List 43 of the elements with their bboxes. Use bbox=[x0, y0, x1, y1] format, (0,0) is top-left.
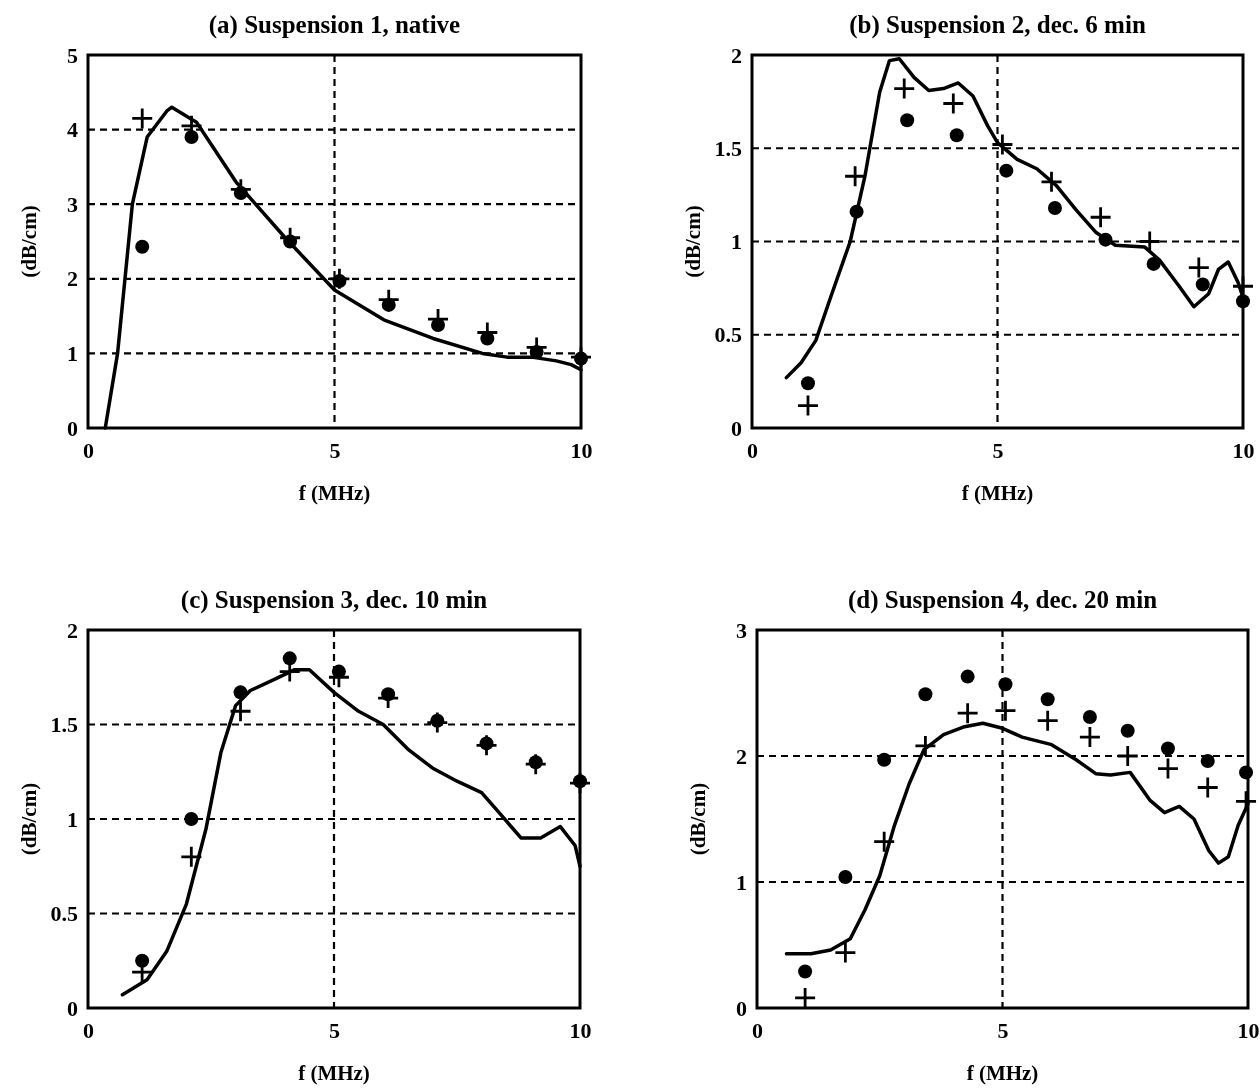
y-tick-label: 2 bbox=[67, 266, 78, 292]
y-axis-title: (dB/cm) bbox=[686, 782, 710, 856]
y-tick-label: 3 bbox=[67, 191, 78, 217]
y-tick-label: 1 bbox=[731, 229, 742, 255]
chart-title: (d) Suspension 4, dec. 20 min bbox=[847, 586, 1158, 614]
chart-title: (b) Suspension 2, dec. 6 min bbox=[849, 11, 1146, 39]
y-tick-label: 2 bbox=[731, 42, 742, 68]
x-tick-label: 5 bbox=[997, 1017, 1009, 1043]
x-tick-label: 10 bbox=[1237, 1017, 1260, 1043]
y-tick-label: 0.5 bbox=[714, 322, 742, 348]
y-tick-label: 4 bbox=[67, 117, 78, 143]
y-tick-label: 0 bbox=[67, 415, 78, 441]
x-tick-label: 5 bbox=[992, 437, 1004, 463]
x-tick-label: 5 bbox=[329, 1017, 340, 1043]
x-axis-title: f (MHz) bbox=[961, 481, 1034, 505]
chart-title: (c) Suspension 3, dec. 10 min bbox=[180, 586, 488, 614]
y-tick-label: 5 bbox=[67, 42, 78, 68]
y-axis-title: (dB/cm) bbox=[681, 205, 705, 278]
y-tick-label: 0.5 bbox=[50, 901, 78, 927]
y-tick-label: 1 bbox=[736, 869, 747, 895]
x-tick-label: 0 bbox=[83, 437, 94, 463]
x-axis-title: f (MHz) bbox=[966, 1061, 1039, 1085]
x-axis-title: f (MHz) bbox=[298, 481, 371, 505]
x-axis-title: f (MHz) bbox=[298, 1061, 370, 1085]
x-tick-label: 0 bbox=[83, 1017, 94, 1043]
y-tick-label: 1.5 bbox=[50, 712, 78, 738]
y-tick-label: 1 bbox=[67, 340, 78, 366]
y-tick-label: 0 bbox=[731, 415, 742, 441]
y-tick-label: 1 bbox=[67, 806, 78, 832]
chart-title: (a) Suspension 1, native bbox=[208, 11, 461, 39]
x-tick-label: 10 bbox=[1232, 437, 1255, 463]
y-tick-label: 0 bbox=[67, 995, 78, 1021]
x-tick-label: 10 bbox=[570, 437, 593, 463]
y-tick-label: 0 bbox=[736, 995, 747, 1021]
y-tick-label: 2 bbox=[736, 743, 747, 769]
y-tick-label: 3 bbox=[736, 617, 747, 643]
x-tick-label: 10 bbox=[569, 1017, 592, 1043]
y-axis-title: (dB/cm) bbox=[17, 782, 41, 856]
y-tick-label: 1.5 bbox=[714, 135, 742, 161]
y-axis-title: (dB/cm) bbox=[17, 205, 41, 278]
x-tick-label: 0 bbox=[752, 1017, 763, 1043]
y-tick-label: 2 bbox=[67, 617, 78, 643]
x-tick-label: 5 bbox=[329, 437, 341, 463]
